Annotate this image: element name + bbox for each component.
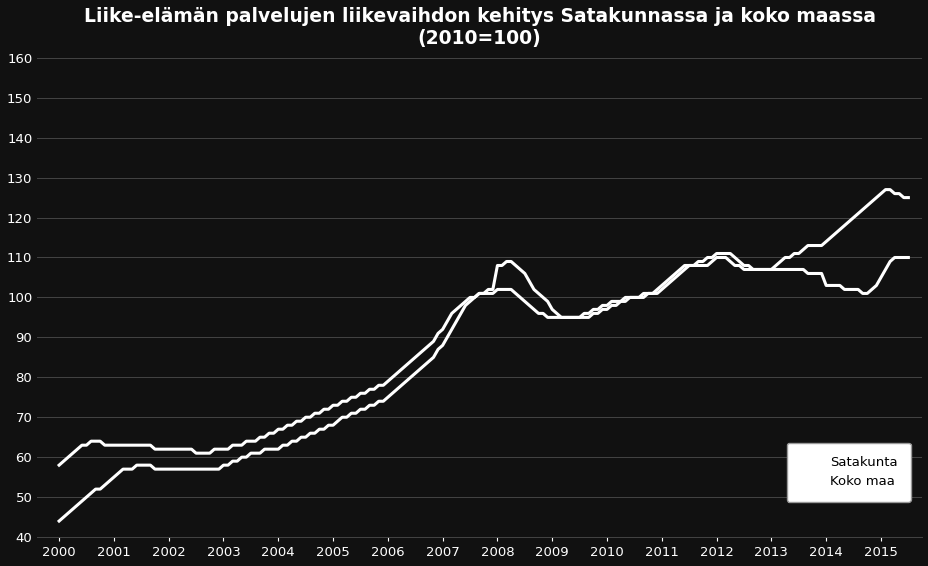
Title: Liike-elämän palvelujen liikevaihdon kehitys Satakunnassa ja koko maassa
(2010=1: Liike-elämän palvelujen liikevaihdon keh… — [84, 7, 875, 48]
Legend: Satakunta, Koko maa: Satakunta, Koko maa — [786, 443, 910, 501]
